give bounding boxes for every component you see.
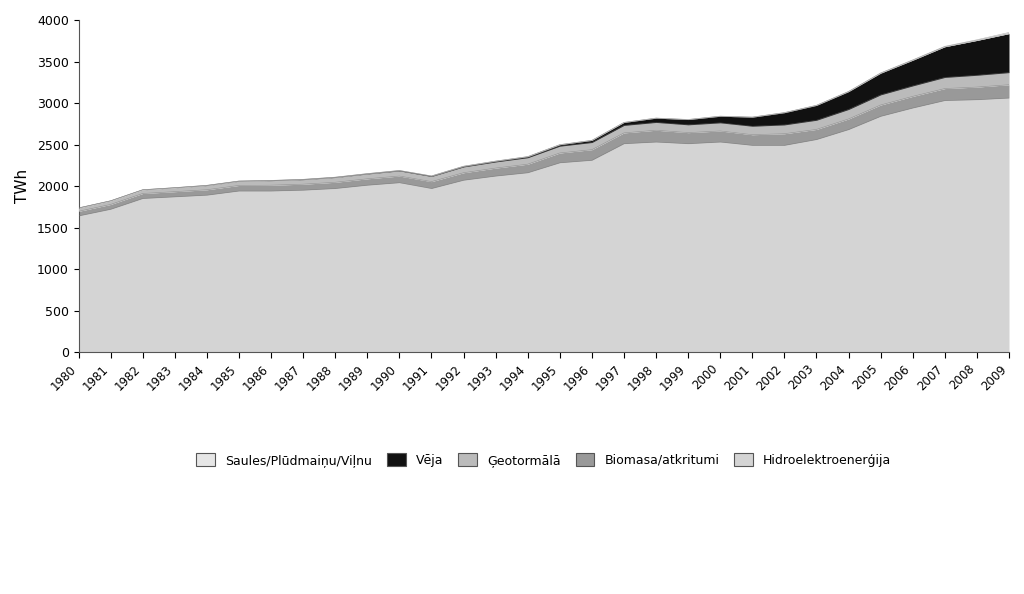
- Y-axis label: TWh: TWh: [15, 169, 30, 203]
- Legend: Saules/Plūdmaiņu/Viļnu, Vēja, Ģeotormālā, Biomasa/atkritumi, Hidroelektroenerģij: Saules/Plūdmaiņu/Viļnu, Vēja, Ģeotormālā…: [191, 448, 896, 472]
